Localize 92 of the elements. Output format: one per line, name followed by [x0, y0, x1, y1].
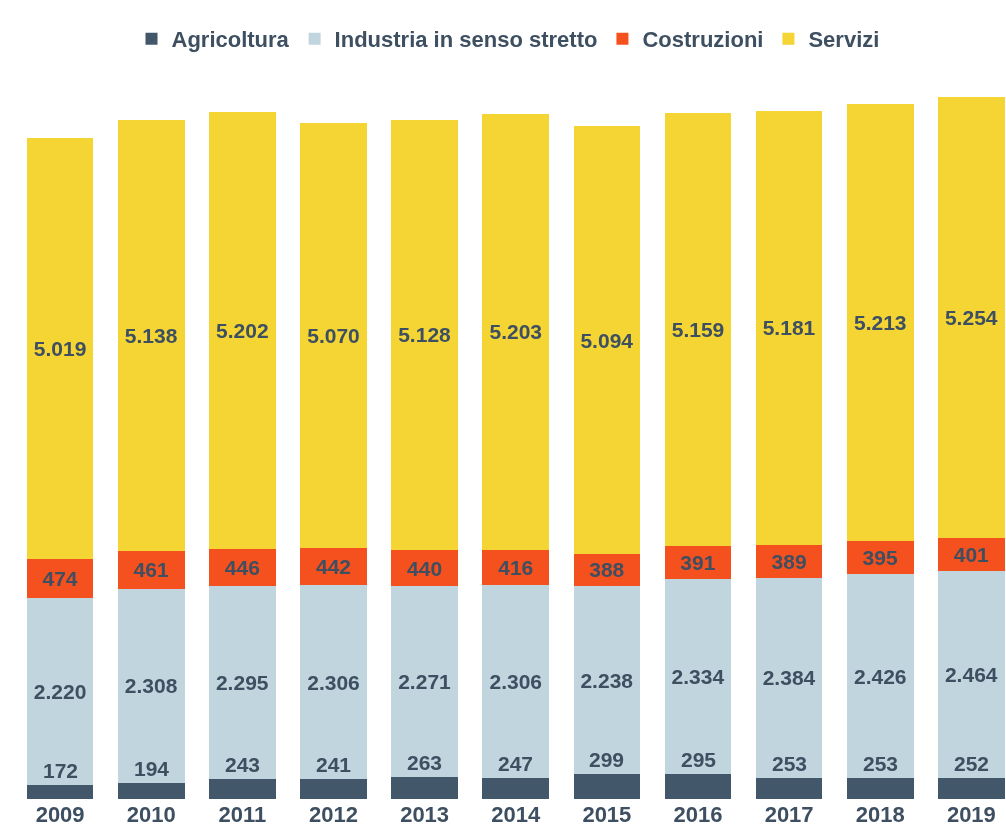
- data-label: 5.213: [853, 311, 907, 335]
- data-label: 2.464: [944, 663, 998, 687]
- data-label: 2.295: [215, 670, 269, 694]
- data-label: 389: [771, 550, 807, 574]
- data-label: 5.159: [671, 317, 725, 341]
- bar: [391, 119, 458, 550]
- bar: [209, 586, 276, 779]
- bar: [846, 777, 914, 799]
- data-label: 253: [863, 752, 899, 775]
- data-label: 5.181: [762, 316, 816, 340]
- x-tick-label: 2015: [582, 802, 632, 827]
- data-label: 2.384: [762, 666, 816, 690]
- legend-label: Agricoltura: [171, 27, 290, 53]
- bar: [573, 126, 641, 554]
- data-label: 5.070: [307, 324, 360, 348]
- data-label: 2.306: [489, 670, 543, 694]
- data-label: 388: [589, 558, 625, 582]
- bar: [573, 586, 641, 774]
- bar: [938, 96, 1005, 538]
- bar: [938, 777, 1005, 799]
- x-tick-label: 2014: [491, 802, 541, 827]
- data-label: 395: [862, 546, 898, 570]
- x-tick-label: 2016: [673, 802, 723, 827]
- data-label: 2.220: [33, 679, 87, 703]
- data-label: 5.128: [398, 323, 452, 347]
- data-label: 299: [589, 748, 625, 771]
- data-label: 446: [224, 555, 260, 579]
- data-label: 253: [772, 752, 808, 775]
- data-label: 2.306: [307, 670, 360, 694]
- data-label: 2.238: [580, 668, 634, 692]
- x-tick-label: 2012: [309, 802, 358, 827]
- x-tick-label: 2018: [855, 802, 905, 827]
- bar: [573, 773, 641, 799]
- data-label: 5.094: [580, 328, 634, 352]
- data-label: 2.426: [853, 664, 907, 688]
- bar: [300, 778, 367, 799]
- bar: [664, 774, 732, 799]
- bar: [117, 782, 185, 799]
- bar: [482, 584, 550, 779]
- x-tick-label: 2017: [764, 802, 814, 827]
- data-label: 241: [316, 753, 352, 776]
- bar: [664, 113, 732, 546]
- data-label: 295: [681, 748, 717, 771]
- bar: [482, 778, 550, 799]
- bar: [300, 585, 367, 779]
- bar: [26, 137, 94, 559]
- legend-label: Servizi: [808, 27, 880, 53]
- x-tick-label: 2010: [126, 802, 176, 827]
- data-label: 172: [43, 759, 79, 782]
- data-label: 461: [133, 558, 169, 582]
- bar: [482, 113, 550, 550]
- x-tick-label: 2019: [946, 802, 996, 827]
- data-label: 5.203: [489, 320, 543, 344]
- data-label: 2.334: [671, 664, 725, 688]
- bar: [117, 589, 185, 783]
- bar: [209, 112, 276, 549]
- data-label: 194: [134, 757, 170, 780]
- x-tick-label: 2013: [400, 802, 450, 827]
- bar: [391, 776, 458, 799]
- x-tick-label: 2009: [35, 802, 85, 827]
- data-label: 243: [225, 753, 261, 776]
- bar: [664, 578, 732, 775]
- data-label: 5.019: [33, 336, 87, 360]
- data-label: 247: [498, 752, 534, 775]
- data-label: 5.254: [944, 305, 998, 329]
- data-label: 5.202: [216, 319, 269, 343]
- data-label: 442: [315, 555, 352, 579]
- bar: [846, 574, 914, 778]
- legend-label: Industria in senso stretto: [334, 27, 598, 53]
- bar: [26, 784, 94, 799]
- bar: [26, 598, 94, 785]
- data-label: 252: [954, 752, 990, 775]
- bar: [846, 103, 914, 542]
- data-label: 416: [498, 555, 534, 579]
- bar: [300, 123, 367, 549]
- bar: [755, 110, 823, 546]
- bar: [117, 119, 185, 551]
- data-label: 263: [407, 751, 443, 774]
- bar: [209, 778, 276, 799]
- bar: [938, 571, 1005, 778]
- data-label: 391: [680, 550, 716, 574]
- data-label: 2.271: [398, 670, 452, 694]
- data-label: 5.138: [124, 323, 178, 347]
- bar: [755, 577, 823, 778]
- data-label: 440: [407, 556, 443, 580]
- data-label: 2.308: [124, 674, 178, 698]
- x-tick-label: 2011: [218, 802, 267, 827]
- bar: [755, 777, 823, 799]
- legend-label: Costruzioni: [642, 27, 764, 53]
- data-label: 474: [42, 567, 78, 591]
- data-label: 401: [953, 542, 990, 566]
- bar: [391, 586, 458, 777]
